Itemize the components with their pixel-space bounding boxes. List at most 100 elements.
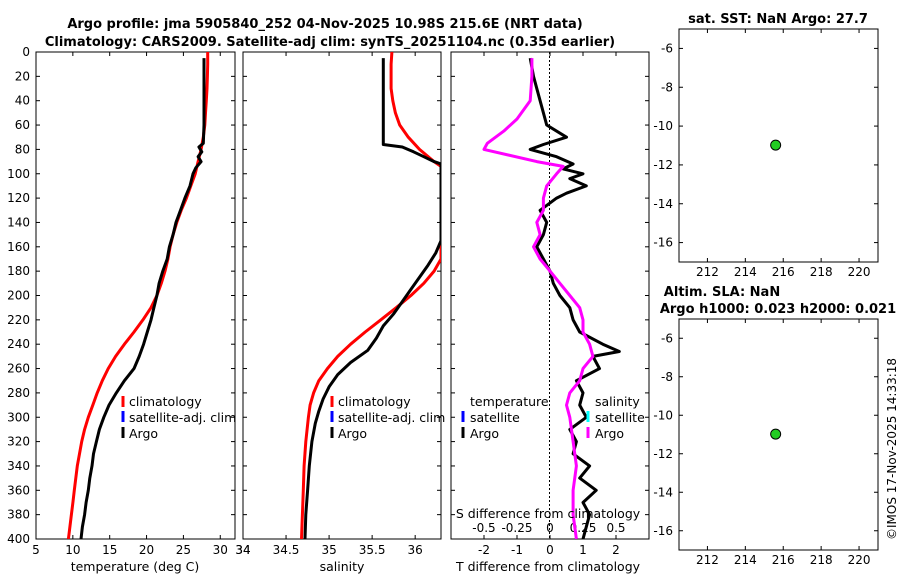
ytick-label: 100	[7, 167, 30, 181]
xtick-label: 20	[139, 543, 154, 557]
sla-map-title-line2: Argo h1000: 0.023 h2000: 0.021	[660, 302, 896, 317]
ytick-label: -6	[661, 41, 673, 55]
difference-xlabel: T difference from climatology	[455, 559, 641, 574]
series-line-argo	[303, 58, 441, 539]
ytick-label: 80	[15, 142, 30, 156]
legend-t-argo: Argo	[470, 426, 499, 441]
series-line-s-difference-argo-	[482, 58, 595, 539]
ytick-label: -12	[653, 158, 673, 172]
xtick-label: 34	[235, 543, 250, 557]
temperature-legend: climatology satellite-adj. clim Argo	[121, 394, 236, 441]
ytick-label: 40	[15, 94, 30, 108]
legend-climatology: climatology	[129, 394, 202, 409]
temperature-axes	[35, 51, 236, 540]
xtick-label: 214	[734, 553, 757, 567]
xtick-label: 5	[32, 543, 40, 557]
ytick-label: 120	[7, 191, 30, 205]
ytick-label: 200	[7, 289, 30, 303]
ytick-label: 280	[7, 386, 30, 400]
xtick-label: 30	[213, 543, 228, 557]
argo-location-marker	[770, 139, 782, 151]
ytick-label: -16	[653, 236, 673, 250]
legend-temperature-title: temperature	[470, 394, 549, 409]
xtick-label: 218	[810, 265, 833, 279]
salinity-panel: 34 34.5 35 35.5 36 climatology satellite-adj…	[235, 51, 445, 574]
ytick-label: -10	[653, 408, 673, 422]
series-line-argo	[79, 58, 206, 539]
ytick-label: 360	[7, 483, 30, 497]
xtick-label: -2	[478, 543, 490, 557]
xtick-label: 2	[612, 543, 620, 557]
temperature-ticks: 5 10 15 20 25 300 20 40 60 80 100 120 140 160 180 200 22…	[7, 45, 251, 557]
ytick-label: 60	[15, 118, 30, 132]
xtick-label: -1	[511, 543, 523, 557]
legend-climatology: climatology	[338, 394, 411, 409]
xtick-label: 35.5	[359, 543, 386, 557]
sst-map-panel: sat. SST: NaN Argo: 27.7 212 214 216 218 220…	[653, 12, 879, 279]
ytick-label: 400	[7, 532, 30, 546]
salinity-lines	[300, 52, 441, 539]
ytick-label: -14	[653, 197, 673, 211]
salinity-legend: climatology satellite-adj. clim Argo	[330, 394, 445, 441]
ytick-label: -10	[653, 119, 673, 133]
xtick-top-label: 0	[546, 521, 554, 535]
xtick-label: 1	[579, 543, 587, 557]
ytick-label: -14	[653, 485, 673, 499]
figure-title-line2: Climatology: CARS2009. Satellite-adj cli…	[45, 35, 615, 50]
ytick-label: -8	[661, 370, 673, 384]
ytick-label: 240	[7, 337, 30, 351]
ytick-label: 220	[7, 313, 30, 327]
legend-satellite-adj: satellite-adj. clim	[338, 410, 445, 425]
xtick-label: 34	[235, 543, 250, 557]
legend-argo: Argo	[338, 426, 367, 441]
difference-lines	[482, 57, 621, 539]
sla-map-points	[770, 428, 782, 440]
temperature-panel: 5 10 15 20 25 300 20 40 60 80 100 120 140 160 180 200 22…	[7, 45, 251, 574]
legend-argo: Argo	[129, 426, 158, 441]
xtick-label: 25	[176, 543, 191, 557]
xtick-label: 216	[772, 265, 795, 279]
xtick-label: 216	[772, 553, 795, 567]
figure-title-line1: Argo profile: jma 5905840_252 04-Nov-202…	[67, 17, 582, 32]
xtick-label: 36	[408, 543, 423, 557]
difference-legend-temperature: temperature satellite Argo	[461, 394, 549, 441]
xtick-top-label: -0.5	[472, 521, 495, 535]
xtick-label: 0	[546, 543, 554, 557]
ytick-label: 160	[7, 240, 30, 254]
ytick-label: 180	[7, 264, 30, 278]
xtick-label: 212	[696, 553, 719, 567]
legend-t-satellite: satellite	[470, 410, 520, 425]
xtick-label: 220	[848, 553, 871, 567]
xtick-label: 34.5	[273, 543, 300, 557]
xtick-top-label: 0.5	[606, 521, 625, 535]
ytick-label: 140	[7, 215, 30, 229]
ytick-label: -12	[653, 447, 673, 461]
xtick-label: 15	[102, 543, 117, 557]
legend-salinity-title: salinity	[595, 394, 640, 409]
ytick-label: -6	[661, 331, 673, 345]
ytick-label: 300	[7, 410, 30, 424]
ytick-label: -8	[661, 80, 673, 94]
salinity-ticks: 34 34.5 35 35.5 36	[235, 51, 441, 557]
sst-map-points	[770, 139, 782, 151]
legend-s-satellite: satellite	[595, 410, 645, 425]
difference-xlabel-top: S difference from climatology	[456, 506, 641, 521]
legend-s-argo: Argo	[595, 426, 624, 441]
ytick-label: 320	[7, 435, 30, 449]
xtick-label: 212	[696, 265, 719, 279]
copyright-stamp: ©IMOS 17-Nov-2025 14:33:18	[885, 358, 899, 540]
ytick-label: 260	[7, 362, 30, 376]
legend-satellite-adj: satellite-adj. clim	[129, 410, 236, 425]
ytick-label: 20	[15, 69, 30, 83]
xtick-label: 214	[734, 265, 757, 279]
sst-map-ticks: 212 214 216 218 220 -6 -8 -10 -12 -14 -16	[653, 29, 878, 279]
difference-panel: -2 -1 0 1 2-0.5 -0.25 0 0.25 0.5 temperature sat…	[450, 51, 650, 574]
salinity-xlabel: salinity	[320, 559, 365, 574]
temperature-lines	[66, 52, 210, 539]
sla-map-title-line1: Altim. SLA: NaN	[664, 285, 780, 300]
ytick-label: -16	[653, 524, 673, 538]
temperature-xlabel: temperature (deg C)	[71, 559, 200, 574]
sla-map-panel: Altim. SLA: NaN Argo h1000: 0.023 h2000:…	[653, 285, 896, 567]
xtick-label: 10	[65, 543, 80, 557]
